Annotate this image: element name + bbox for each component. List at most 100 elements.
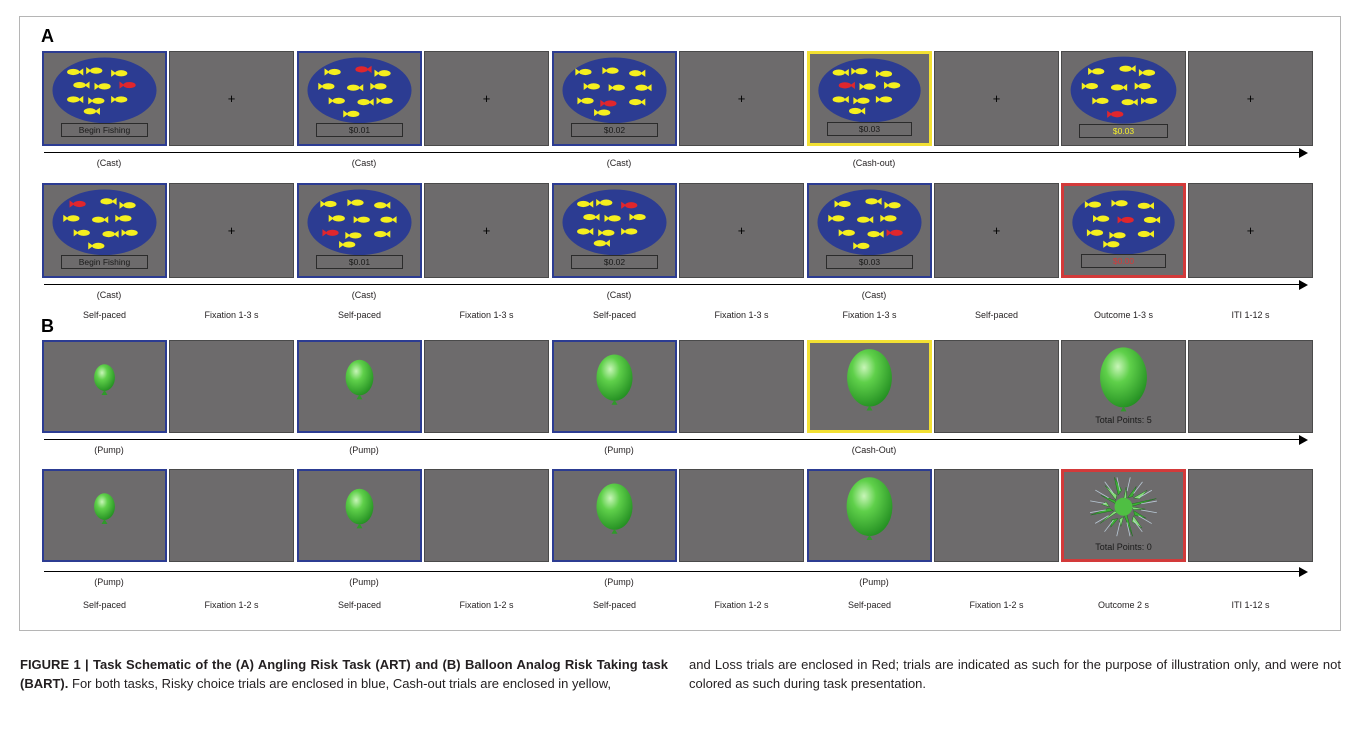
fish-3 xyxy=(328,214,345,222)
bart-row2-frame-1 xyxy=(42,469,167,562)
fish-4 xyxy=(94,82,111,90)
bart-row2-timeline-arrow xyxy=(44,566,1308,577)
art-row1-timeline-arrow xyxy=(44,147,1308,158)
balloon-body xyxy=(596,483,633,530)
fish-4 xyxy=(608,84,625,92)
fish-4 xyxy=(353,216,370,224)
fish-8 xyxy=(875,95,893,104)
fish-7 xyxy=(357,98,374,106)
art-row2-frame-7: $0.03 xyxy=(807,183,932,278)
art-row2-timeline-arrow xyxy=(44,279,1308,290)
fish-5 xyxy=(880,214,897,222)
bart-timing-label: Fixation 1-2 s xyxy=(969,600,1024,610)
fish-8 xyxy=(621,227,638,236)
bart-row2-action-label: (Pump) xyxy=(859,577,889,587)
balloon-graphic xyxy=(94,493,115,524)
balloon-body xyxy=(94,493,115,520)
bart-timing-label: Outcome 2 s xyxy=(1097,600,1150,610)
bart-row1-frame-5 xyxy=(552,340,677,433)
fish-1 xyxy=(596,199,613,207)
caption-left-column: FIGURE 1 | Task Schematic of the (A) Ang… xyxy=(20,655,668,693)
bart-row1-action-label: (Pump) xyxy=(349,445,379,455)
bart-row2-frame-4 xyxy=(424,469,549,562)
pond-ellipse xyxy=(562,189,667,256)
art-row1-frame-5: $0.02 xyxy=(552,51,677,146)
fish-1 xyxy=(355,65,372,73)
fish-3 xyxy=(583,82,600,90)
balloon-knot xyxy=(101,389,108,395)
fish-2 xyxy=(884,201,901,209)
fish-3 xyxy=(1081,82,1098,90)
fish-1 xyxy=(347,199,364,207)
amount-box: $0.03 xyxy=(1079,124,1168,138)
fish-1 xyxy=(851,67,868,75)
fish-7 xyxy=(345,231,362,240)
bart-row1-frame-2 xyxy=(169,340,294,433)
fish-5 xyxy=(629,213,646,221)
fish-5 xyxy=(635,84,652,92)
pond-graphic xyxy=(1070,56,1177,124)
art-row1-frame-4: + xyxy=(424,51,549,146)
panel-a-letter: A xyxy=(41,26,54,46)
art-row1-frame-7: $0.03 xyxy=(807,51,932,146)
art-row2-frame-1: Begin Fishing xyxy=(42,183,167,278)
bart-row2-action-label: (Pump) xyxy=(94,577,124,587)
fish-2 xyxy=(1137,202,1154,210)
amount-box: Begin Fishing xyxy=(60,123,149,137)
caption-bold-title: FIGURE 1 | Task Schematic of the (A) Ang… xyxy=(20,657,668,691)
bart-row2-action-label: (Pump) xyxy=(604,577,634,587)
bart-row1-frame-4 xyxy=(424,340,549,433)
pond-ellipse xyxy=(818,58,921,123)
fish-3 xyxy=(63,214,80,222)
fixation-cross: + xyxy=(992,222,1001,238)
fish-2 xyxy=(374,69,391,77)
art-row1-action-label: (Cast) xyxy=(96,158,122,168)
art-row2-action-label: (Cast) xyxy=(606,290,632,300)
fish-2 xyxy=(374,201,391,209)
art-row1-frame-8: + xyxy=(934,51,1059,146)
fish-3 xyxy=(838,81,855,89)
fish-7 xyxy=(102,230,119,238)
fish-9 xyxy=(594,108,611,117)
balloon-graphic xyxy=(847,349,892,411)
fish-5 xyxy=(1134,82,1151,90)
bart-timing-label: Self-paced xyxy=(337,600,382,610)
art-row1-frame-3: $0.01 xyxy=(297,51,422,146)
balloon-body xyxy=(847,349,892,407)
fish-9 xyxy=(343,110,360,118)
art-row2-action-label: (Cast) xyxy=(861,290,887,300)
balloon-knot xyxy=(1120,406,1127,412)
fish-9 xyxy=(853,242,870,250)
fish-0 xyxy=(577,200,594,208)
art-row1-frame-6: + xyxy=(679,51,804,146)
bart-row2-frame-9: Total Points: 0 xyxy=(1061,469,1186,562)
fish-0 xyxy=(69,200,86,208)
pond-graphic xyxy=(1072,190,1175,255)
art-timing-label: Fixation 1-3 s xyxy=(459,310,514,320)
balloon-graphic xyxy=(1100,347,1147,412)
art-timing-label: Self-paced xyxy=(337,310,382,320)
fish-9 xyxy=(593,239,610,247)
fish-9 xyxy=(88,242,105,250)
balloon-knot xyxy=(866,405,873,411)
fish-8 xyxy=(121,229,138,237)
fish-2 xyxy=(111,69,128,77)
caption-right-column: and Loss trials are enclosed in Red; tri… xyxy=(689,657,1341,691)
fish-7 xyxy=(600,99,617,108)
fish-9 xyxy=(83,107,100,115)
caption-left-text: For both tasks, Risky choice trials are … xyxy=(68,676,612,691)
bart-row1-frame-7 xyxy=(807,340,932,433)
art-row1-action-label: (Cast) xyxy=(606,158,632,168)
bart-row1-frame-8 xyxy=(934,340,1059,433)
pond-graphic xyxy=(562,57,667,124)
fish-0 xyxy=(832,68,849,77)
fish-6 xyxy=(577,97,594,105)
balloon-graphic xyxy=(345,359,374,400)
figure-frame xyxy=(19,16,1341,631)
bart-row1-frame-9: Total Points: 5 xyxy=(1061,340,1186,433)
amount-box: $0.02 xyxy=(570,255,659,269)
bart-row2-frame-5 xyxy=(552,469,677,562)
amount-box: Begin Fishing xyxy=(60,255,149,269)
total-points-text: Total Points: 0 xyxy=(1095,542,1152,552)
bart-timing-label: ITI 1-12 s xyxy=(1231,600,1270,610)
